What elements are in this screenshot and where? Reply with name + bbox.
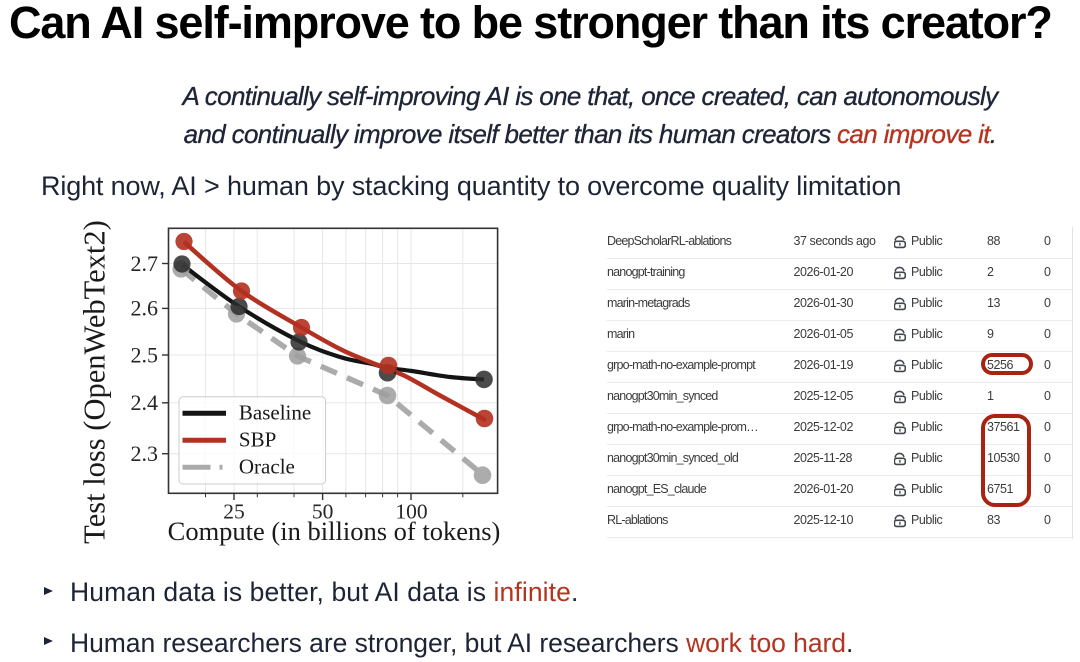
svg-text:Baseline: Baseline <box>239 400 311 424</box>
svg-text:Oracle: Oracle <box>239 454 295 478</box>
svg-text:2.5: 2.5 <box>131 342 159 367</box>
svg-text:2.4: 2.4 <box>131 390 159 415</box>
svg-text:50: 50 <box>312 499 334 523</box>
svg-text:Test loss (OpenWebText2): Test loss (OpenWebText2) <box>78 220 112 544</box>
svg-text:2.6: 2.6 <box>131 296 159 321</box>
svg-text:100: 100 <box>395 499 427 523</box>
svg-text:25: 25 <box>223 499 245 523</box>
svg-text:2.7: 2.7 <box>131 251 159 276</box>
svg-text:Compute (in billions of tokens: Compute (in billions of tokens) <box>168 516 501 546</box>
svg-text:2.3: 2.3 <box>131 441 159 466</box>
svg-text:SBP: SBP <box>239 427 276 451</box>
